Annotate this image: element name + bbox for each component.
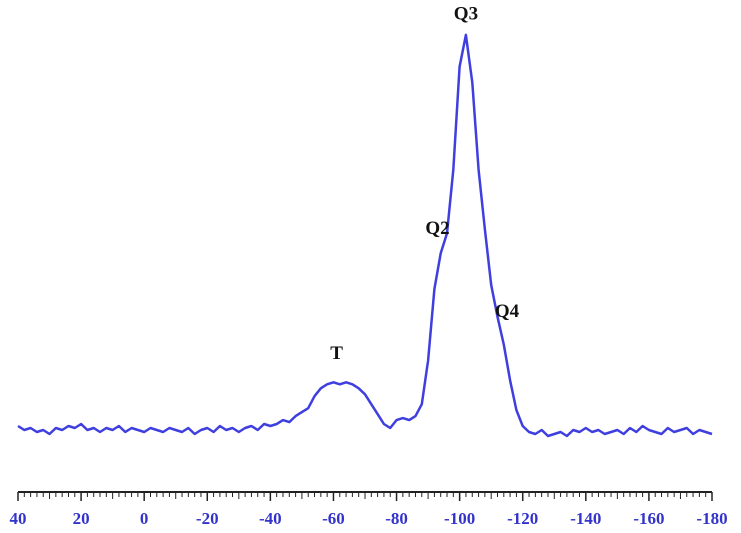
spectrum-line	[17, 33, 713, 438]
peak-label: Q3	[454, 3, 478, 24]
peak-label: Q4	[495, 301, 520, 322]
x-tick-label: -180	[696, 509, 727, 528]
x-tick-label: -140	[570, 509, 601, 528]
x-tick-label: 0	[140, 509, 149, 528]
peak-label: T	[330, 343, 343, 364]
x-tick-label: -100	[444, 509, 475, 528]
x-tick-label: 20	[73, 509, 90, 528]
x-tick-label: 40	[10, 509, 27, 528]
x-tick-label: -80	[385, 509, 408, 528]
x-tick-label: -20	[196, 509, 219, 528]
x-tick-label: -160	[633, 509, 664, 528]
x-tick-label: -60	[322, 509, 345, 528]
peak-label: Q2	[425, 218, 449, 239]
x-tick-label: -40	[259, 509, 282, 528]
x-tick-label: -120	[507, 509, 538, 528]
